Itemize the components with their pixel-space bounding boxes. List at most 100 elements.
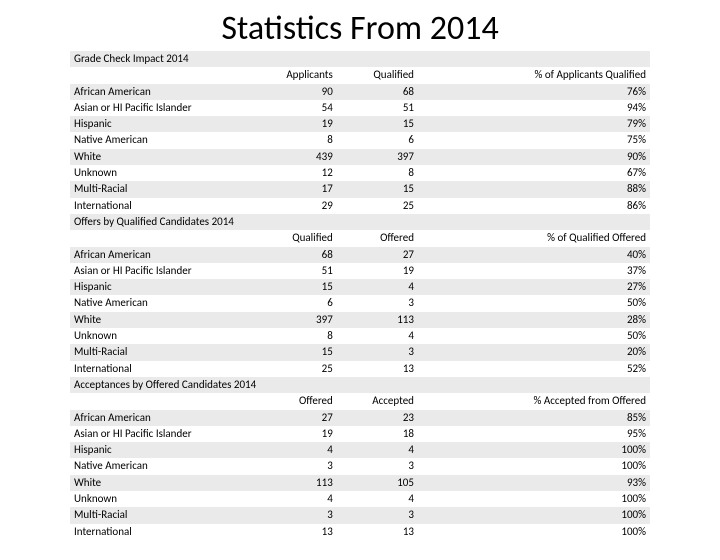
table-row: African American682740% — [70, 247, 650, 263]
table-row: Asian or HI Pacific Islander191895% — [70, 426, 650, 442]
row-label: Unknown — [70, 165, 256, 181]
cell-value: 52% — [418, 361, 650, 377]
cell-value: 88% — [418, 181, 650, 197]
table-row: Multi-Racial15320% — [70, 344, 650, 360]
table-row: White43939790% — [70, 149, 650, 165]
cell-value: 4 — [337, 491, 418, 507]
cell-value: 4 — [256, 442, 337, 458]
table-row: Unknown12867% — [70, 165, 650, 181]
cell-value: 27 — [337, 247, 418, 263]
row-label: International — [70, 524, 256, 540]
cell-value: 100% — [418, 491, 650, 507]
cell-value: 4 — [337, 279, 418, 295]
row-label: Asian or HI Pacific Islander — [70, 426, 256, 442]
column-header — [70, 393, 256, 409]
row-label: African American — [70, 84, 256, 100]
cell-value: 54 — [256, 100, 337, 116]
table-row: International251352% — [70, 361, 650, 377]
cell-value: 79% — [418, 116, 650, 132]
page-title: Statistics From 2014 — [70, 8, 650, 49]
cell-value: 75% — [418, 132, 650, 148]
column-header: Offered — [337, 230, 418, 246]
cell-value: 76% — [418, 84, 650, 100]
cell-value: 90 — [256, 84, 337, 100]
cell-value: 68 — [337, 84, 418, 100]
cell-value: 12 — [256, 165, 337, 181]
table-row: International1313100% — [70, 524, 650, 540]
row-label: White — [70, 312, 256, 328]
row-label: International — [70, 198, 256, 214]
cell-value: 25 — [256, 361, 337, 377]
cell-value: 86% — [418, 198, 650, 214]
table-row: White11310593% — [70, 475, 650, 491]
row-label: Asian or HI Pacific Islander — [70, 263, 256, 279]
column-header: % of Qualified Offered — [418, 230, 650, 246]
cell-value: 15 — [256, 279, 337, 295]
row-label: White — [70, 475, 256, 491]
cell-value: 13 — [337, 524, 418, 540]
cell-value: 23 — [337, 410, 418, 426]
row-label: Native American — [70, 132, 256, 148]
cell-value: 3 — [256, 507, 337, 523]
row-label: Unknown — [70, 491, 256, 507]
cell-value: 3 — [256, 458, 337, 474]
cell-value: 3 — [337, 507, 418, 523]
cell-value: 20% — [418, 344, 650, 360]
column-header: Qualified — [256, 230, 337, 246]
cell-value: 29 — [256, 198, 337, 214]
row-label: Native American — [70, 458, 256, 474]
section-title: Offers by Qualified Candidates 2014 — [70, 214, 650, 230]
cell-value: 8 — [256, 328, 337, 344]
row-label: Hispanic — [70, 442, 256, 458]
cell-value: 105 — [337, 475, 418, 491]
cell-value: 6 — [256, 295, 337, 311]
cell-value: 28% — [418, 312, 650, 328]
cell-value: 90% — [418, 149, 650, 165]
cell-value: 19 — [256, 426, 337, 442]
row-label: White — [70, 149, 256, 165]
section-title: Acceptances by Offered Candidates 2014 — [70, 377, 650, 393]
cell-value: 19 — [256, 116, 337, 132]
cell-value: 15 — [337, 181, 418, 197]
column-header — [70, 67, 256, 83]
column-header: % of Applicants Qualified — [418, 67, 650, 83]
cell-value: 100% — [418, 524, 650, 540]
table-row: Unknown8450% — [70, 328, 650, 344]
row-label: Hispanic — [70, 116, 256, 132]
column-header: % Accepted from Offered — [418, 393, 650, 409]
table-row: Hispanic44100% — [70, 442, 650, 458]
cell-value: 3 — [337, 458, 418, 474]
cell-value: 4 — [337, 442, 418, 458]
cell-value: 37% — [418, 263, 650, 279]
cell-value: 8 — [256, 132, 337, 148]
table-row: International292586% — [70, 198, 650, 214]
cell-value: 3 — [337, 295, 418, 311]
cell-value: 19 — [337, 263, 418, 279]
cell-value: 17 — [256, 181, 337, 197]
row-label: Multi-Racial — [70, 507, 256, 523]
table-row: Multi-Racial171588% — [70, 181, 650, 197]
cell-value: 113 — [337, 312, 418, 328]
cell-value: 40% — [418, 247, 650, 263]
row-label: African American — [70, 410, 256, 426]
column-header: Accepted — [337, 393, 418, 409]
cell-value: 6 — [337, 132, 418, 148]
row-label: Hispanic — [70, 279, 256, 295]
table-row: Multi-Racial33100% — [70, 507, 650, 523]
row-label: African American — [70, 247, 256, 263]
column-header — [70, 230, 256, 246]
cell-value: 95% — [418, 426, 650, 442]
table-row: Asian or HI Pacific Islander511937% — [70, 263, 650, 279]
row-label: Unknown — [70, 328, 256, 344]
cell-value: 4 — [337, 328, 418, 344]
cell-value: 397 — [337, 149, 418, 165]
column-header: Offered — [256, 393, 337, 409]
stats-table: Grade Check Impact 2014ApplicantsQualifi… — [70, 51, 650, 540]
table-row: African American272385% — [70, 410, 650, 426]
column-header: Applicants — [256, 67, 337, 83]
cell-value: 51 — [337, 100, 418, 116]
cell-value: 100% — [418, 442, 650, 458]
section-title: Grade Check Impact 2014 — [70, 51, 650, 67]
column-header: Qualified — [337, 67, 418, 83]
cell-value: 67% — [418, 165, 650, 181]
